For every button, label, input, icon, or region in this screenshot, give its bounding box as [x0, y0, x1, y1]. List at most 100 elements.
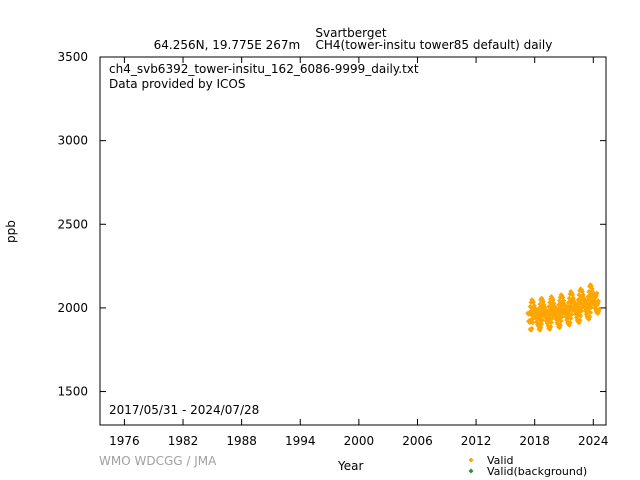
data-point-spread [560, 294, 566, 300]
data-point-spread [584, 298, 590, 304]
data-point-spread [578, 308, 585, 314]
data-point-spread [550, 297, 556, 303]
data-point-spread [583, 300, 590, 306]
data-point-spread [547, 324, 554, 330]
x-tick-label: 2012 [461, 434, 492, 448]
data-point-spread [575, 297, 581, 303]
data-point-spread [554, 309, 560, 315]
data-point-spread [540, 298, 546, 305]
data-point-spread [564, 317, 570, 323]
x-axis-title: Year [338, 459, 364, 473]
data-point-spread [576, 292, 582, 298]
data-point-spread [551, 300, 557, 306]
data-point-spread [574, 314, 580, 321]
data-point-spread [569, 311, 575, 317]
data-point-spread [577, 317, 583, 323]
data-point [595, 298, 602, 305]
data-point-spread [552, 305, 559, 311]
y-tick-label: 2500 [57, 217, 88, 231]
data-point-spread [556, 298, 563, 304]
data-point-spread [545, 308, 551, 314]
legend-background-label: Valid(background) [487, 465, 587, 478]
data-point-spread [536, 305, 542, 311]
data-point-spread [549, 315, 555, 322]
y-axis: 1500 2000 2500 3000 3500 [57, 50, 606, 399]
data-point-spread [579, 288, 585, 295]
data-point-spread [565, 299, 572, 306]
data-point-spread [568, 315, 574, 322]
data-point-spread [530, 320, 536, 326]
data-point-spread [566, 322, 572, 328]
chart-subtitle: 64.256N, 19.775E 267m CH4(tower-insitu t… [0, 38, 640, 52]
data-point-spread [596, 309, 602, 315]
data-points [525, 282, 602, 333]
data-point-spread [534, 311, 541, 317]
data-point-spread [588, 304, 594, 311]
y-tick-label: 3500 [57, 50, 88, 64]
y-tick-label: 1500 [57, 385, 88, 399]
y-axis-title: ppb [4, 220, 18, 243]
data-point-spread [546, 304, 552, 310]
data-point-spread [527, 304, 533, 310]
series-description: CH4(tower-insitu tower85 default) daily [315, 38, 553, 52]
data-point-spread [569, 292, 576, 298]
data-point-spread [570, 295, 576, 301]
date-range-label: 2017/05/31 - 2024/07/28 [109, 403, 259, 417]
station-title: Svartberget [315, 26, 387, 40]
data-point-spread [538, 321, 545, 327]
data-point-spread [542, 304, 548, 311]
data-point-spread [556, 302, 562, 308]
data-point-spread [547, 299, 553, 306]
data-point-spread [567, 320, 573, 326]
data-point-spread [539, 317, 546, 323]
data-point-spread [574, 301, 581, 307]
data-point-spread [555, 306, 561, 312]
x-tick-label: 2000 [344, 434, 375, 448]
data-point-spread [581, 295, 587, 301]
data-point-spread [531, 303, 537, 309]
data-point-spread [586, 288, 592, 295]
data-point-spread [557, 322, 563, 328]
data-point-spread [574, 304, 580, 310]
legend-background-marker [468, 468, 474, 474]
data-point-spread [538, 325, 544, 331]
data-point-spread [593, 293, 599, 299]
data-point-spread [583, 311, 589, 317]
data-point-spread [580, 292, 586, 298]
data-point-spread [571, 298, 577, 305]
x-tick-label: 2018 [519, 434, 550, 448]
data-point-spread [537, 301, 543, 307]
x-tick-label: 1994 [285, 434, 316, 448]
data-point-spread [547, 326, 553, 332]
credit-text: WMO WDCGG / JMA [99, 454, 217, 468]
data-point-spread [558, 318, 564, 324]
data-point-spread [561, 301, 568, 307]
data-point-spread [587, 309, 593, 316]
data-point-spread [589, 286, 595, 292]
data-point-spread [596, 306, 602, 312]
data-point-spread [594, 290, 600, 296]
data-point-spread [586, 316, 592, 322]
data-point-spread [548, 320, 554, 326]
data-point-spread [559, 314, 565, 320]
x-axis: 1976 1982 1988 1994 2000 2006 2012 2018 2024 [109, 57, 609, 448]
location-text: 64.256N, 19.775E 267m [153, 38, 301, 52]
y-tick-label: 2000 [57, 301, 88, 315]
data-point-spread [541, 302, 547, 308]
plot-frame [99, 56, 607, 426]
data-point-spread [555, 321, 561, 327]
legend-valid-label: Valid [487, 454, 514, 467]
legend-valid-marker [468, 457, 474, 463]
data-point-spread [566, 295, 572, 301]
data-point-spread [590, 289, 596, 295]
x-tick-label: 1982 [168, 434, 199, 448]
provider-label: Data provided by ICOS [109, 77, 245, 91]
data-point-spread [535, 323, 541, 329]
data-point-spread [530, 299, 537, 306]
data-point-spread [560, 298, 567, 304]
data-point-spread [529, 325, 535, 332]
x-tick-label: 2006 [402, 434, 433, 448]
data-point-spread [556, 325, 563, 331]
data-point-spread [565, 304, 571, 310]
